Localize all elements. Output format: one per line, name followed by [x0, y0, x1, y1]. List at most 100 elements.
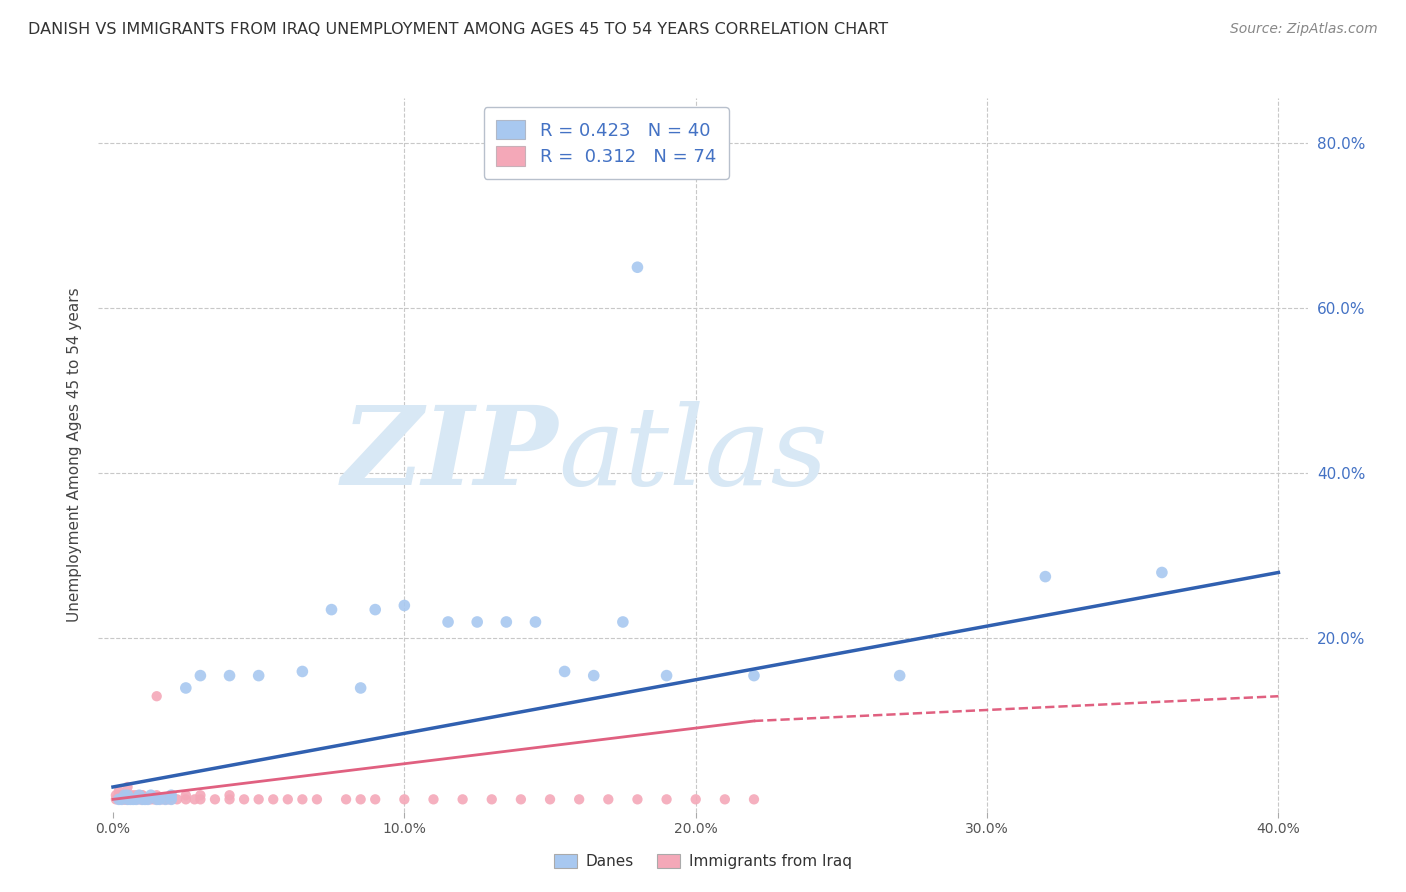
Point — [104, 792, 127, 806]
Point — [111, 792, 134, 806]
Point — [190, 789, 212, 803]
Point — [142, 792, 165, 806]
Point — [111, 792, 134, 806]
Point — [190, 668, 212, 682]
Point — [582, 668, 605, 682]
Point — [626, 792, 648, 806]
Point — [128, 792, 150, 806]
Point — [742, 792, 765, 806]
Point — [394, 792, 416, 806]
Point — [233, 792, 256, 806]
Point — [149, 792, 172, 806]
Point — [190, 792, 212, 806]
Point — [122, 792, 145, 806]
Point — [451, 792, 474, 806]
Point — [204, 792, 226, 806]
Point — [509, 792, 531, 806]
Point — [117, 792, 139, 806]
Point — [114, 792, 136, 806]
Point — [131, 789, 153, 803]
Point — [174, 789, 197, 803]
Point — [145, 789, 167, 803]
Point — [183, 792, 205, 806]
Point — [152, 792, 174, 806]
Point — [714, 792, 737, 806]
Point — [117, 780, 139, 794]
Point — [166, 792, 188, 806]
Point — [889, 668, 911, 682]
Point — [291, 792, 314, 806]
Point — [125, 789, 148, 803]
Point — [114, 792, 136, 806]
Point — [422, 792, 444, 806]
Point — [117, 792, 139, 806]
Point — [612, 615, 634, 629]
Point — [114, 789, 136, 803]
Point — [364, 792, 387, 806]
Point — [218, 789, 240, 803]
Point — [117, 789, 139, 803]
Point — [122, 792, 145, 806]
Point — [218, 668, 240, 682]
Point — [108, 792, 131, 806]
Point — [626, 260, 648, 275]
Point — [1033, 569, 1056, 583]
Point — [134, 792, 156, 806]
Point — [136, 792, 159, 806]
Point — [117, 792, 139, 806]
Point — [247, 792, 270, 806]
Point — [277, 792, 299, 806]
Point — [437, 615, 460, 629]
Point — [350, 792, 373, 806]
Point — [131, 792, 153, 806]
Text: ZIP: ZIP — [342, 401, 558, 508]
Point — [160, 792, 183, 806]
Point — [139, 789, 162, 803]
Point — [108, 789, 131, 803]
Point — [117, 792, 139, 806]
Point — [120, 792, 142, 806]
Point — [350, 681, 373, 695]
Point — [364, 602, 387, 616]
Point — [108, 784, 131, 798]
Point — [160, 792, 183, 806]
Point — [174, 681, 197, 695]
Point — [685, 792, 707, 806]
Point — [655, 668, 678, 682]
Point — [554, 665, 576, 679]
Point — [495, 615, 517, 629]
Point — [125, 792, 148, 806]
Point — [111, 792, 134, 806]
Point — [139, 792, 162, 806]
Point — [134, 792, 156, 806]
Point — [120, 789, 142, 803]
Point — [114, 792, 136, 806]
Point — [335, 792, 357, 806]
Text: atlas: atlas — [558, 401, 828, 508]
Point — [291, 665, 314, 679]
Point — [481, 792, 503, 806]
Point — [111, 789, 134, 803]
Text: Source: ZipAtlas.com: Source: ZipAtlas.com — [1230, 22, 1378, 37]
Point — [305, 792, 328, 806]
Point — [120, 792, 142, 806]
Point — [108, 792, 131, 806]
Point — [598, 792, 620, 806]
Point — [247, 668, 270, 682]
Point — [1150, 566, 1173, 580]
Point — [524, 615, 547, 629]
Point — [128, 789, 150, 803]
Point — [465, 615, 488, 629]
Point — [394, 599, 416, 613]
Point — [128, 789, 150, 803]
Point — [155, 792, 177, 806]
Point — [131, 792, 153, 806]
Point — [131, 792, 153, 806]
Point — [742, 668, 765, 682]
Point — [174, 792, 197, 806]
Point — [122, 789, 145, 803]
Point — [104, 789, 127, 803]
Point — [117, 792, 139, 806]
Legend: Danes, Immigrants from Iraq: Danes, Immigrants from Iraq — [548, 848, 858, 875]
Text: DANISH VS IMMIGRANTS FROM IRAQ UNEMPLOYMENT AMONG AGES 45 TO 54 YEARS CORRELATIO: DANISH VS IMMIGRANTS FROM IRAQ UNEMPLOYM… — [28, 22, 889, 37]
